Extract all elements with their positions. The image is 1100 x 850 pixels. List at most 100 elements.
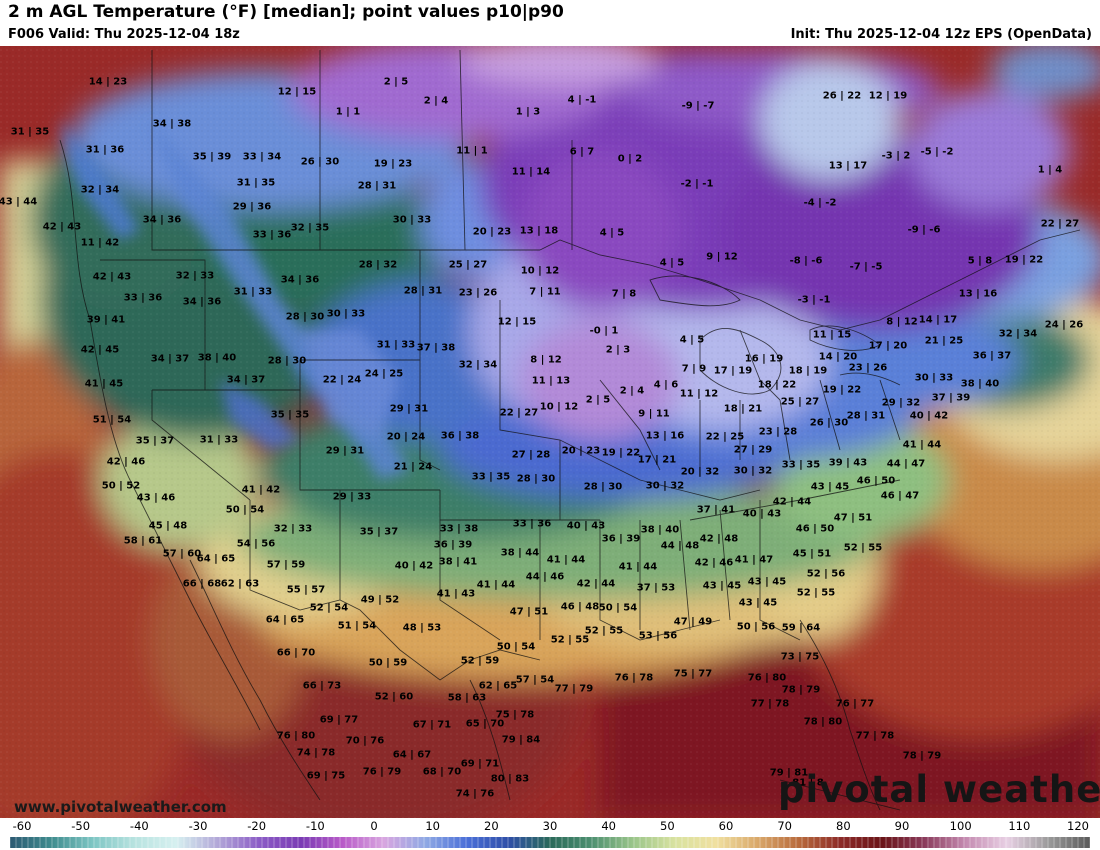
point-value-label: 74 | 78 [296,747,336,759]
point-value-label: 34 | 36 [280,274,320,286]
point-value-label: 37 | 38 [416,342,456,354]
point-value-label: 31 | 33 [199,434,239,446]
point-value-label: 52 | 60 [374,691,414,703]
point-value-label: -4 | -2 [803,197,837,209]
point-value-label: 75 | 77 [673,668,713,680]
point-value-label: 77 | 79 [554,683,594,695]
point-value-label: 46 | 47 [880,490,920,502]
colorbar-tick-label: -50 [71,819,91,833]
point-value-label: 42 | 46 [106,456,146,468]
point-value-label: 1 | 3 [515,106,541,118]
point-value-label: 33 | 36 [123,292,163,304]
point-value-label: 33 | 38 [439,523,479,535]
point-value-label: 25 | 27 [448,259,488,271]
point-value-label: 38 | 40 [640,524,680,536]
point-value-label: 41 | 43 [436,588,476,600]
point-value-label: 4 | -1 [567,94,597,106]
point-value-label: 47 | 51 [509,606,549,618]
point-value-label: 2 | 4 [619,385,645,397]
point-value-label: 28 | 30 [267,355,307,367]
point-value-label: 33 | 36 [252,229,292,241]
point-value-label: 57 | 59 [266,559,306,571]
point-value-label: 78 | 80 [803,716,843,728]
point-value-label: 28 | 30 [583,481,623,493]
point-value-label: 28 | 30 [516,473,556,485]
point-value-label: 11 | 1 [456,145,488,157]
point-value-label: 4 | 5 [679,334,705,346]
point-value-label: 77 | 78 [855,730,895,742]
point-value-label: 42 | 46 [694,557,734,569]
point-value-label: 17 | 21 [637,454,677,466]
point-value-label: 11 | 14 [511,166,551,178]
point-value-label: 1 | 4 [1037,164,1063,176]
point-value-label: 51 | 54 [337,620,377,632]
point-value-label: 6 | 7 [569,146,595,158]
point-value-label: 4 | 5 [659,257,685,269]
point-value-label: 7 | 8 [611,288,637,300]
point-value-label: 31 | 33 [233,286,273,298]
valid-time: F006 Valid: Thu 2025-12-04 18z [8,27,240,42]
point-value-label: 17 | 20 [868,340,908,352]
point-value-label: 38 | 44 [500,547,540,559]
point-value-label: 54 | 56 [236,538,276,550]
point-value-label: 44 | 46 [525,571,565,583]
point-value-label: 64 | 65 [196,553,236,565]
point-value-label: -5 | -2 [920,146,954,158]
point-value-label: 57 | 60 [162,548,202,560]
point-value-label: 10 | 12 [539,401,579,413]
point-value-label: 0 | 2 [617,153,643,165]
point-value-label: 48 | 53 [402,622,442,634]
colorbar-tick-label: 20 [484,819,499,833]
point-value-label: 35 | 37 [135,435,175,447]
point-value-label: 35 | 37 [359,526,399,538]
point-value-label: 35 | 39 [192,151,232,163]
point-value-label: 24 | 26 [1044,319,1084,331]
point-value-label: 38 | 41 [438,556,478,568]
colorbar-tick-label: 50 [660,819,675,833]
point-value-label: 23 | 26 [848,362,888,374]
point-value-label: 43 | 45 [702,580,742,592]
point-value-label: 78 | 79 [781,684,821,696]
point-value-label: 4 | 5 [599,227,625,239]
header: 2 m AGL Temperature (°F) [median]; point… [0,0,1100,46]
point-value-label: 31 | 36 [85,144,125,156]
point-value-label: 2 | 5 [585,394,611,406]
point-value-label: 34 | 37 [150,353,190,365]
colorbar-tick-label: -40 [129,819,149,833]
point-value-label: 69 | 71 [460,758,500,770]
point-value-label: 52 | 56 [806,568,846,580]
point-value-label: -9 | -7 [681,100,715,112]
point-value-label: 2 | 3 [605,344,631,356]
point-value-label: 39 | 41 [86,314,126,326]
colorbar-tick-label: 90 [894,819,910,833]
colorbar-tick-label: -60 [12,819,32,833]
point-value-label: 9 | 11 [638,408,670,420]
point-value-label: 50 | 54 [496,641,536,653]
point-value-label: 22 | 25 [705,431,745,443]
point-value-label: 32 | 34 [458,359,498,371]
point-value-label: 40 | 43 [742,508,782,520]
point-value-label: 59 | 64 [781,622,821,634]
colorbar-tick-label: 80 [836,819,851,833]
point-value-label: 2 | 5 [383,76,409,88]
point-value-label: 52 | 55 [550,634,590,646]
point-value-label: 12 | 15 [497,316,537,328]
point-value-label: 37 | 53 [636,582,676,594]
point-value-label: 29 | 36 [232,201,272,213]
point-value-label: 30 | 33 [914,372,954,384]
point-value-label: 81 | 8 [792,777,824,789]
point-value-label: 11 | 13 [531,375,571,387]
temperature-map: 14 | 23 31 | 35 34 | 38 12 | 15 2 | 5 2 | 4 1 … [0,46,1100,818]
colorbar-tick-label: -30 [188,819,208,833]
point-value-label: 46 | 48 [560,601,600,613]
point-value-label: 32 | 34 [998,328,1038,340]
point-value-label: 76 | 78 [614,672,654,684]
point-value-label: 32 | 33 [175,270,215,282]
point-value-label: 36 | 39 [433,539,473,551]
point-value-label: 64 | 65 [265,614,305,626]
point-value-label: 13 | 16 [958,288,998,300]
point-value-label: 42 | 44 [576,578,616,590]
point-value-label: 52 | 55 [843,542,883,554]
point-value-label: 11 | 15 [812,329,852,341]
point-value-label: 20 | 32 [680,466,720,478]
